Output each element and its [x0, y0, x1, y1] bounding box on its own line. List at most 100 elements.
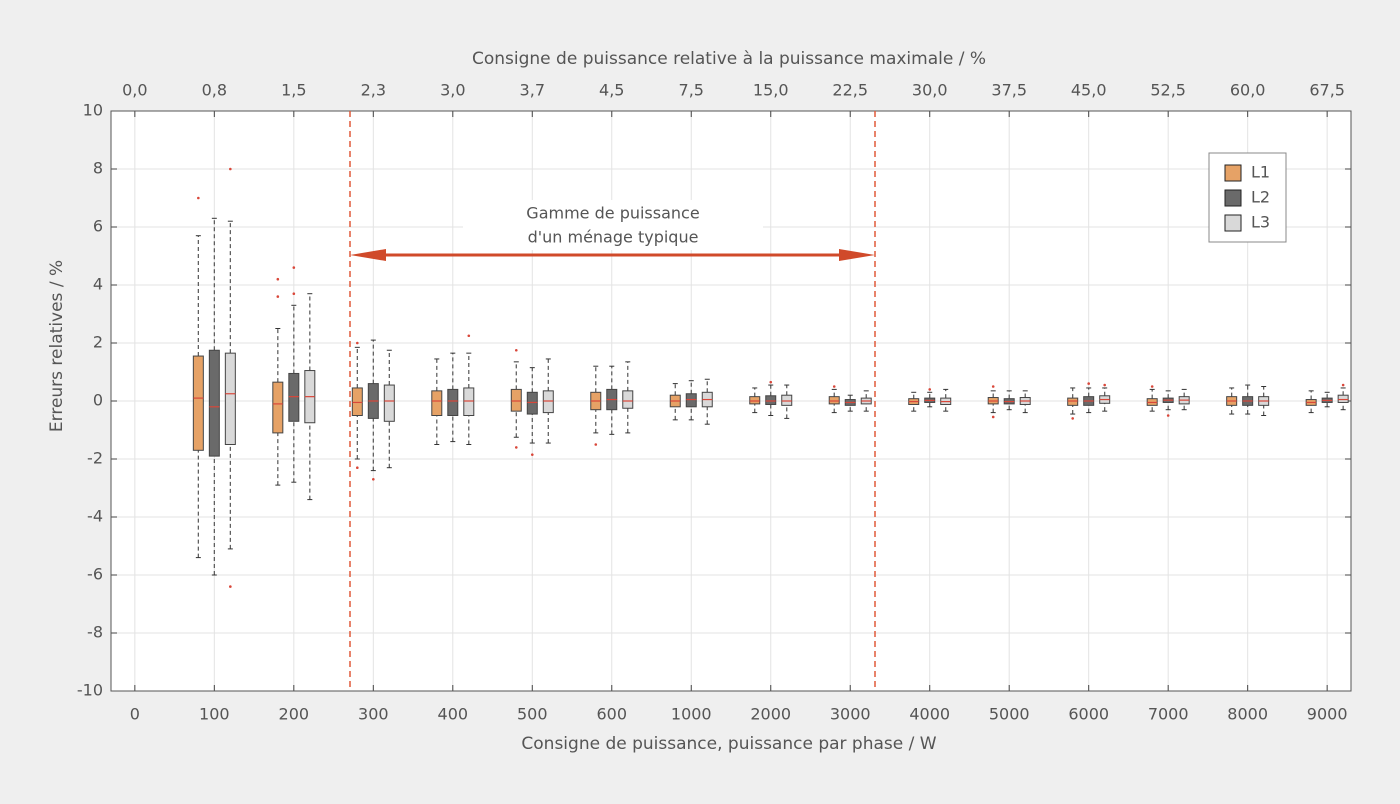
- outlier: [372, 478, 375, 481]
- x2-tick-label: 7,5: [679, 81, 704, 100]
- box: [765, 395, 777, 405]
- box: [1337, 394, 1349, 403]
- x-tick-label: 2000: [750, 705, 791, 724]
- arrow-head: [350, 249, 386, 261]
- outlier: [467, 334, 471, 338]
- y-tick-label: -10: [77, 681, 103, 700]
- x2-tick-label: 3,0: [440, 81, 465, 100]
- x-tick-label: 9000: [1307, 705, 1348, 724]
- outlier: [276, 295, 280, 298]
- outlier: [1071, 417, 1074, 420]
- outlier: [197, 196, 200, 200]
- box: [781, 394, 793, 406]
- x-axis-title: Consigne de puissance, puissance par pha…: [521, 734, 936, 754]
- x2-tick-label: 3,7: [520, 81, 545, 100]
- box: [288, 372, 300, 422]
- y-tick-label: 4: [93, 275, 103, 294]
- x2-tick-label: 67,5: [1309, 81, 1345, 100]
- outlier: [928, 388, 932, 391]
- y-tick-label: 0: [93, 391, 103, 410]
- box: [749, 396, 761, 405]
- x2-tick-label: 0,8: [202, 81, 227, 100]
- legend-label: L3: [1251, 213, 1270, 232]
- x-tick-label: 1000: [671, 705, 712, 724]
- outlier: [832, 385, 836, 388]
- x-tick-label: 500: [517, 705, 548, 724]
- outlier: [594, 443, 598, 446]
- x2-tick-label: 30,0: [912, 81, 948, 100]
- outlier: [1166, 414, 1170, 417]
- box: [622, 390, 634, 409]
- x2-tick-label: 22,5: [832, 81, 868, 100]
- y-tick-label: 2: [93, 333, 103, 352]
- box: [272, 381, 284, 434]
- outlier: [1150, 385, 1154, 388]
- box: [542, 390, 554, 414]
- box: [685, 393, 697, 408]
- box: [526, 391, 538, 415]
- box: [383, 384, 395, 422]
- outlier: [229, 585, 232, 588]
- outlier: [292, 266, 296, 269]
- y-tick-label: 10: [83, 101, 103, 120]
- x2-tick-label: 4,5: [599, 81, 624, 100]
- outlier: [292, 292, 296, 296]
- x-tick-label: 8000: [1227, 705, 1268, 724]
- outlier: [1341, 383, 1345, 387]
- outlier: [1103, 383, 1106, 387]
- arrow-head: [839, 249, 875, 261]
- outlier: [276, 277, 280, 281]
- x-tick-label: 100: [199, 705, 230, 724]
- outlier: [530, 453, 534, 456]
- y-tick-label: -2: [87, 449, 103, 468]
- x-tick-label: 400: [438, 705, 469, 724]
- legend-swatch: [1224, 214, 1242, 232]
- outlier: [991, 385, 995, 388]
- x2-tick-label: 60,0: [1230, 81, 1266, 100]
- y-axis-title: Erreurs relatives / %: [47, 260, 67, 432]
- x-tick-label: 4000: [909, 705, 950, 724]
- y-tick-label: -8: [87, 623, 103, 642]
- box: [463, 387, 475, 417]
- annotation: d'un ménage typique: [528, 228, 699, 247]
- x2-tick-label: 15,0: [753, 81, 789, 100]
- box: [447, 388, 459, 416]
- x2-tick-label: 52,5: [1150, 81, 1186, 100]
- x-tick-label: 3000: [830, 705, 871, 724]
- y-tick-label: 6: [93, 217, 103, 236]
- outlier: [356, 466, 359, 470]
- x-tick-label: 600: [596, 705, 627, 724]
- outlier: [991, 415, 995, 419]
- outlier: [356, 341, 359, 345]
- outlier: [769, 380, 773, 384]
- y-tick-label: 8: [93, 159, 103, 178]
- legend: L1 L2 L3: [1208, 152, 1287, 243]
- x-tick-label: 300: [358, 705, 389, 724]
- outlier: [514, 348, 518, 352]
- outlier: [229, 167, 232, 171]
- x-tick-label: 5000: [989, 705, 1030, 724]
- box: [828, 396, 840, 405]
- x2-tick-label: 37,5: [991, 81, 1027, 100]
- x-tick-label: 200: [279, 705, 310, 724]
- box: [431, 390, 443, 417]
- box: [192, 355, 204, 451]
- x2-axis-title: Consigne de puissance relative à la puis…: [472, 49, 986, 69]
- x-tick-label: 0: [130, 705, 140, 724]
- y-tick-label: -4: [87, 507, 103, 526]
- legend-label: L2: [1251, 188, 1270, 207]
- boxes: [192, 167, 1349, 588]
- box: [510, 388, 522, 412]
- box: [224, 352, 236, 445]
- box: [1067, 397, 1079, 406]
- legend-swatch: [1224, 189, 1242, 207]
- box: [208, 349, 220, 457]
- x2-tick-label: 1,5: [281, 81, 306, 100]
- x-tick-label: 7000: [1148, 705, 1189, 724]
- y-tick-label: -6: [87, 565, 103, 584]
- annotation: Gamme de puissance: [526, 204, 699, 223]
- plot-frame: [110, 110, 1352, 692]
- outlier: [1087, 382, 1090, 385]
- outlier: [514, 446, 518, 449]
